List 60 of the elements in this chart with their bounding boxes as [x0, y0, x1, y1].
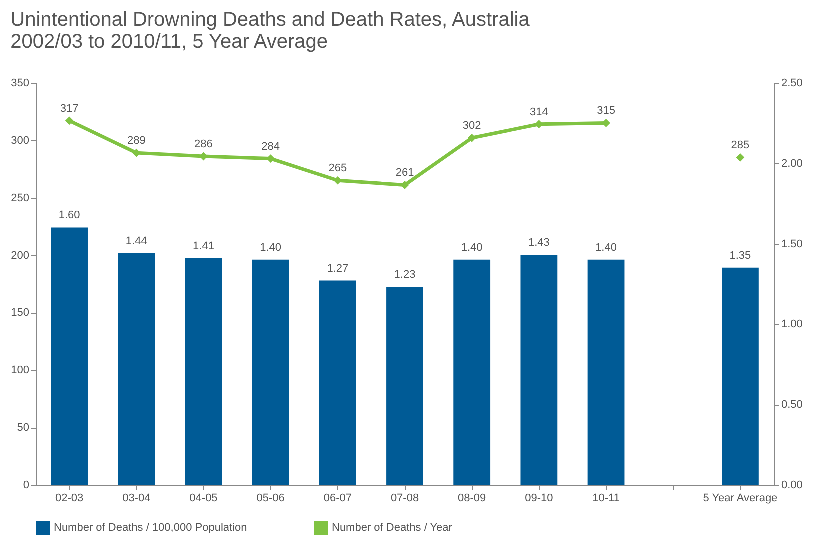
y2-tick-label: 1.00	[782, 318, 803, 331]
data-label: 261	[396, 167, 414, 180]
data-label: 1.27	[327, 262, 349, 275]
data-label: 317	[60, 102, 79, 115]
bar	[386, 287, 424, 485]
bar	[185, 258, 222, 485]
data-label: 1.60	[58, 210, 80, 222]
y-tick-label: 200	[11, 250, 30, 262]
data-label: 1.40	[461, 242, 483, 254]
x-tick-label: 07-08	[390, 492, 420, 504]
y-tick-label: 300	[11, 134, 30, 147]
data-label: 1.43	[528, 237, 550, 250]
data-label: 289	[127, 135, 146, 148]
x-tick-label: 5 Year Average	[703, 492, 778, 504]
data-label: 1.23	[394, 269, 416, 282]
bar	[51, 228, 88, 485]
bar	[722, 268, 759, 485]
y2-tick-label: 0.00	[782, 480, 803, 492]
y-tick-label: 50	[17, 422, 30, 434]
x-tick-label: 02-03	[55, 492, 84, 504]
y-tick-label: 150	[11, 307, 30, 320]
data-label: 1.40	[596, 242, 617, 254]
y2-tick-label: 2.50	[782, 78, 803, 90]
data-label: 1.44	[126, 235, 148, 248]
data-label: 314	[530, 106, 548, 118]
y2-tick-label: 0.50	[782, 399, 803, 412]
bar	[118, 253, 156, 485]
legend-label: Number of Deaths / Year	[332, 522, 453, 534]
point	[468, 134, 476, 142]
data-label: 302	[462, 120, 482, 132]
data-label: 1.35	[730, 250, 752, 262]
data-label: 285	[731, 140, 750, 152]
y-tick-label: 0	[23, 480, 30, 492]
x-tick-label: 04-05	[190, 492, 218, 504]
bar	[588, 260, 625, 485]
x-tick-label: 03-04	[122, 492, 151, 504]
x-tick-label: 05-06	[256, 492, 285, 504]
y2-tick-label: 1.50	[782, 238, 803, 250]
data-label: 284	[262, 140, 280, 153]
x-tick-label: 06-07	[324, 492, 352, 504]
data-label: 1.40	[260, 242, 282, 254]
data-label: 1.41	[193, 240, 214, 252]
chart-title: Unintentional Drowning Deaths and Death Rates, Australia 2002/03 to 2010/11, 5 Year Average	[10, 9, 531, 53]
y-tick-label: 350	[11, 78, 30, 90]
bar	[454, 260, 491, 485]
data-label: 315	[597, 105, 616, 118]
bar	[520, 255, 558, 485]
point	[65, 116, 74, 126]
data-label: 286	[194, 138, 213, 151]
y-tick-label: 100	[11, 364, 30, 377]
point	[736, 153, 745, 162]
legend-label: Number of Deaths / 100,000 Population	[54, 522, 248, 534]
y2-tick-label: 2.00	[782, 158, 803, 170]
x-tick-label: 08-09	[458, 492, 486, 504]
bar	[252, 260, 290, 485]
y-tick-label: 250	[11, 192, 30, 204]
data-label: 265	[328, 162, 348, 175]
x-tick-label: 10-11	[592, 492, 620, 504]
bar	[319, 280, 356, 485]
x-tick-label: 09-10	[525, 492, 554, 504]
